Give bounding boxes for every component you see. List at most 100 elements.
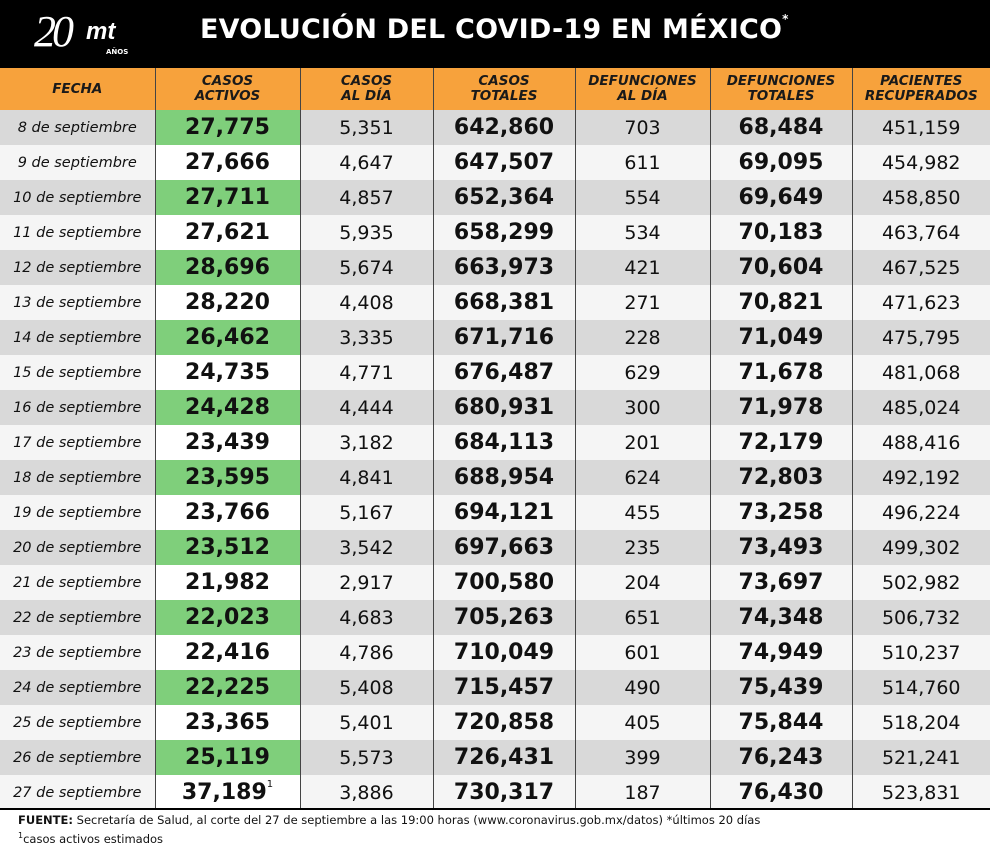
- total-deaths-cell: 71,978: [710, 390, 853, 425]
- active-cases-cell: 24,735: [155, 355, 301, 390]
- recovered-cell: 502,982: [852, 565, 990, 600]
- total-deaths-cell: 72,179: [710, 425, 853, 460]
- recovered-cell: 475,795: [852, 320, 990, 355]
- total-cases-cell: 694,121: [433, 495, 576, 530]
- daily-cases-cell: 3,182: [300, 425, 434, 460]
- recovered-cell: 463,764: [852, 215, 990, 250]
- recovered-cell: 514,760: [852, 670, 990, 705]
- recovered-cell: 467,525: [852, 250, 990, 285]
- total-cases-cell: 726,431: [433, 740, 576, 775]
- daily-deaths-cell: 204: [575, 565, 711, 600]
- daily-deaths-cell: 187: [575, 775, 711, 810]
- active-cases-cell: 23,439: [155, 425, 301, 460]
- column-header-defunciones-totales: DEFUNCIONES TOTALES: [710, 68, 853, 110]
- table-row: 16 de septiembre 24,428 4,444 680,931 300 71,…: [0, 390, 990, 425]
- table-row: 8 de septiembre 27,775 5,351 642,860 703 68,4…: [0, 110, 990, 145]
- total-deaths-cell: 69,095: [710, 145, 853, 180]
- footer-source: FUENTE: Secretaría de Salud, al corte de…: [18, 812, 978, 847]
- daily-cases-cell: 2,917: [300, 565, 434, 600]
- recovered-cell: 481,068: [852, 355, 990, 390]
- total-deaths-cell: 74,949: [710, 635, 853, 670]
- total-cases-cell: 680,931: [433, 390, 576, 425]
- title-text: EVOLUCIÓN DEL COVID-19 EN MÉXICO: [200, 14, 783, 45]
- active-cases-cell: 23,365: [155, 705, 301, 740]
- daily-cases-cell: 4,647: [300, 145, 434, 180]
- date-cell: 13 de septiembre: [0, 285, 156, 320]
- date-cell: 16 de septiembre: [0, 390, 156, 425]
- active-cases-cell: 23,766: [155, 495, 301, 530]
- table-row: 9 de septiembre 27,666 4,647 647,507 611 69,0…: [0, 145, 990, 180]
- column-header-pacientes-recuperados: PACIENTES RECUPERADOS: [852, 68, 990, 110]
- total-cases-cell: 663,973: [433, 250, 576, 285]
- date-cell: 25 de septiembre: [0, 705, 156, 740]
- date-cell: 12 de septiembre: [0, 250, 156, 285]
- daily-deaths-cell: 490: [575, 670, 711, 705]
- daily-deaths-cell: 201: [575, 425, 711, 460]
- recovered-cell: 521,241: [852, 740, 990, 775]
- total-cases-cell: 720,858: [433, 705, 576, 740]
- daily-deaths-cell: 455: [575, 495, 711, 530]
- table-row: 12 de septiembre 28,696 5,674 663,973 421 70,…: [0, 250, 990, 285]
- table-row: 27 de septiembre 37,1891 3,886 730,317 187 76…: [0, 775, 990, 810]
- recovered-cell: 510,237: [852, 635, 990, 670]
- total-cases-cell: 715,457: [433, 670, 576, 705]
- total-deaths-cell: 74,348: [710, 600, 853, 635]
- recovered-cell: 523,831: [852, 775, 990, 810]
- date-cell: 9 de septiembre: [0, 145, 156, 180]
- daily-deaths-cell: 624: [575, 460, 711, 495]
- active-cases-cell: 24,428: [155, 390, 301, 425]
- daily-cases-cell: 3,335: [300, 320, 434, 355]
- date-cell: 8 de septiembre: [0, 110, 156, 145]
- daily-deaths-cell: 421: [575, 250, 711, 285]
- note-mark: 1: [18, 831, 24, 840]
- daily-cases-cell: 4,841: [300, 460, 434, 495]
- daily-deaths-cell: 703: [575, 110, 711, 145]
- date-cell: 23 de septiembre: [0, 635, 156, 670]
- daily-cases-cell: 4,408: [300, 285, 434, 320]
- daily-cases-cell: 4,857: [300, 180, 434, 215]
- recovered-cell: 488,416: [852, 425, 990, 460]
- recovered-cell: 485,024: [852, 390, 990, 425]
- table-row: 13 de septiembre 28,220 4,408 668,381 271 70,…: [0, 285, 990, 320]
- column-header-casos-totales: CASOS TOTALES: [433, 68, 576, 110]
- daily-deaths-cell: 405: [575, 705, 711, 740]
- table-row: 25 de septiembre 23,365 5,401 720,858 405 75,…: [0, 705, 990, 740]
- daily-deaths-cell: 271: [575, 285, 711, 320]
- total-deaths-cell: 75,844: [710, 705, 853, 740]
- active-cases-cell: 26,462: [155, 320, 301, 355]
- daily-deaths-cell: 300: [575, 390, 711, 425]
- active-cases-cell: 25,119: [155, 740, 301, 775]
- estimate-mark: 1: [266, 778, 274, 790]
- table-header-row: FECHA CASOS ACTIVOS CASOS AL DÍA CASOS T…: [0, 68, 990, 110]
- table-row: 23 de septiembre 22,416 4,786 710,049 601 74,…: [0, 635, 990, 670]
- date-cell: 17 de septiembre: [0, 425, 156, 460]
- daily-deaths-cell: 228: [575, 320, 711, 355]
- recovered-cell: 499,302: [852, 530, 990, 565]
- total-deaths-cell: 76,430: [710, 775, 853, 810]
- date-cell: 18 de septiembre: [0, 460, 156, 495]
- daily-cases-cell: 4,786: [300, 635, 434, 670]
- daily-cases-cell: 5,401: [300, 705, 434, 740]
- total-cases-cell: 688,954: [433, 460, 576, 495]
- active-cases-cell: 27,711: [155, 180, 301, 215]
- date-cell: 26 de septiembre: [0, 740, 156, 775]
- total-cases-cell: 697,663: [433, 530, 576, 565]
- table-row: 19 de septiembre 23,766 5,167 694,121 455 73,…: [0, 495, 990, 530]
- recovered-cell: 454,982: [852, 145, 990, 180]
- total-deaths-cell: 70,183: [710, 215, 853, 250]
- source-text: Secretaría de Salud, al corte del 27 de …: [72, 813, 761, 827]
- date-cell: 21 de septiembre: [0, 565, 156, 600]
- active-cases-cell: 23,595: [155, 460, 301, 495]
- table-row: 15 de septiembre 24,735 4,771 676,487 629 71,…: [0, 355, 990, 390]
- table-row: 20 de septiembre 23,512 3,542 697,663 235 73,…: [0, 530, 990, 565]
- active-cases-cell: 27,621: [155, 215, 301, 250]
- source-label: FUENTE:: [18, 813, 73, 827]
- recovered-cell: 506,732: [852, 600, 990, 635]
- daily-cases-cell: 3,542: [300, 530, 434, 565]
- total-cases-cell: 676,487: [433, 355, 576, 390]
- daily-deaths-cell: 629: [575, 355, 711, 390]
- total-cases-cell: 705,263: [433, 600, 576, 635]
- table-row: 22 de septiembre 22,023 4,683 705,263 651 74,…: [0, 600, 990, 635]
- active-cases-cell: 22,023: [155, 600, 301, 635]
- date-cell: 22 de septiembre: [0, 600, 156, 635]
